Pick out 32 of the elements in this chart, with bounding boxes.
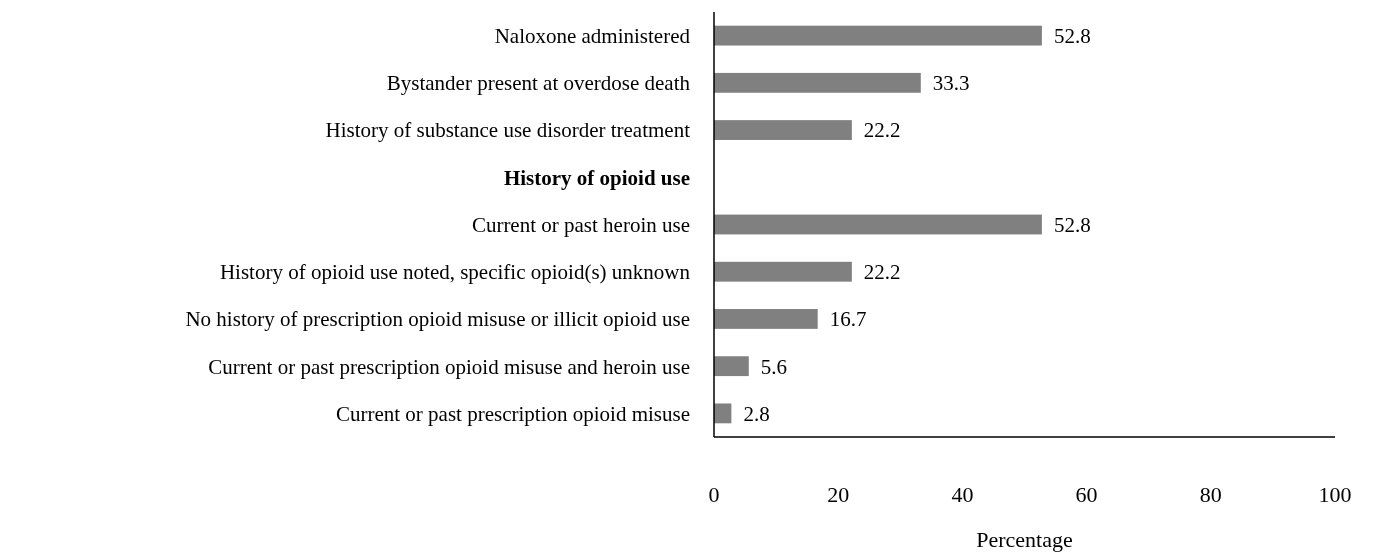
x-tick-label: 80 xyxy=(1199,482,1222,507)
data-label: 52.8 xyxy=(1053,23,1091,48)
bar xyxy=(714,356,749,377)
data-label: 52.8 xyxy=(1053,212,1091,237)
x-tick-label: 40 xyxy=(951,482,974,507)
bar xyxy=(714,309,818,329)
y-tick-label: Current or past prescription opioid misuse xyxy=(335,401,690,426)
x-tick-label: 100 xyxy=(1318,482,1352,507)
bar xyxy=(714,25,1042,46)
data-label: 22.2 xyxy=(863,118,901,143)
x-tick-label: 60 xyxy=(1075,482,1098,507)
y-tick-label: History of opioid use xyxy=(503,165,690,190)
y-tick-label: History of substance use disorder treatment xyxy=(325,118,691,143)
bar xyxy=(714,261,852,282)
data-label: 22.2 xyxy=(863,260,901,285)
x-axis-title: Percentage xyxy=(976,527,1073,552)
bar xyxy=(714,120,852,140)
x-tick-label: 20 xyxy=(827,482,850,507)
bar xyxy=(714,72,921,93)
y-tick-label: History of opioid use noted, specific opioid(s) unknown xyxy=(219,260,691,285)
y-tick-label: Current or past prescription opioid misuse and heroin use xyxy=(208,354,690,379)
x-tick-label: 0 xyxy=(708,482,720,507)
data-label: 2.8 xyxy=(743,401,770,426)
bar xyxy=(714,403,732,424)
y-tick-label: Bystander present at overdose death xyxy=(386,71,691,96)
data-label: 16.7 xyxy=(829,307,867,332)
y-tick-label: No history of prescription opioid misuse or illicit opioid use xyxy=(185,307,690,332)
y-tick-label: Current or past heroin use xyxy=(471,212,690,237)
y-tick-label: Naloxone administered xyxy=(494,23,691,48)
bar xyxy=(714,214,1042,235)
data-label: 33.3 xyxy=(932,71,970,96)
data-label: 5.6 xyxy=(760,354,788,379)
